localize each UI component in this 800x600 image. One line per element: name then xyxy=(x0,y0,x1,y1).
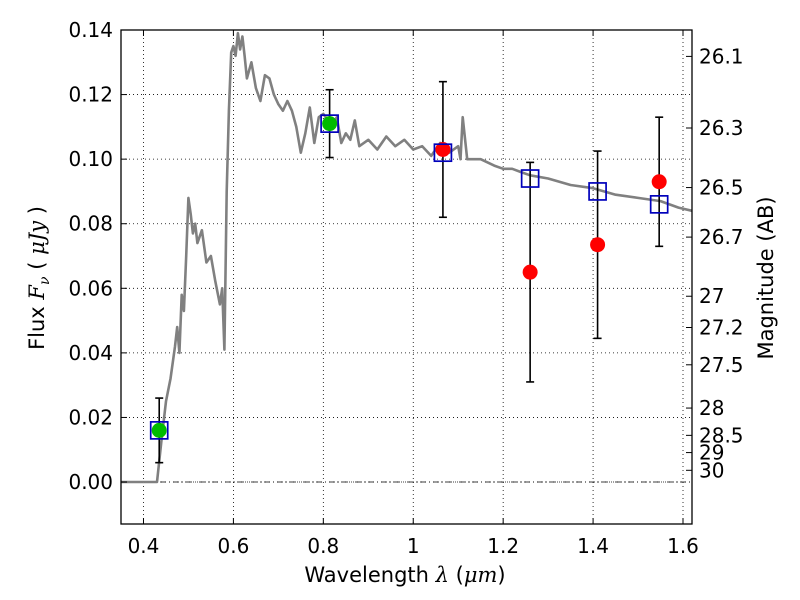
model-band-square xyxy=(149,421,169,440)
y-tick-label: 0.06 xyxy=(68,276,113,300)
model-spectrum xyxy=(121,31,693,484)
y-tick-labels: 0.00 0.02 0.04 0.06 0.08 0.10 0.12 0.14 xyxy=(68,18,113,494)
model-band-square xyxy=(588,182,607,201)
magnitude-tick-label: 27.5 xyxy=(699,353,744,377)
model-band-square xyxy=(320,114,339,133)
faint-point xyxy=(435,141,451,157)
y-tick-label: 0.08 xyxy=(68,212,113,236)
magnitude-tick-label: 27 xyxy=(699,284,724,308)
x-tick-label: 0.6 xyxy=(217,534,249,558)
observed-point xyxy=(151,422,167,438)
magnitude-tick-label: 30 xyxy=(699,458,724,482)
y-tick-label: 0.00 xyxy=(68,470,113,494)
y-tick-label: 0.14 xyxy=(68,18,113,42)
magnitude-tick-label: 27.2 xyxy=(699,315,744,339)
y-tick-label: 0.12 xyxy=(68,83,113,107)
magnitude-tick-label: 26.1 xyxy=(699,44,744,68)
x-axis-label: Wavelength λ (μm) xyxy=(304,563,505,587)
grid-lines xyxy=(121,29,692,524)
faint-point xyxy=(590,237,606,253)
x-tick-label: 0.8 xyxy=(307,534,339,558)
magnitude-tick-label: 28.5 xyxy=(699,423,744,447)
y2-axis-label: Magnitude (AB) xyxy=(754,196,778,359)
x-tick-label: 1.4 xyxy=(577,534,609,558)
x-tick-labels: 0.4 0.6 0.8 1 1.2 1.4 1.6 xyxy=(128,534,699,558)
magnitude-tick-label: 26.7 xyxy=(699,225,744,249)
faint-point xyxy=(522,264,538,280)
y-tick-label: 0.10 xyxy=(68,147,113,171)
model-band-square xyxy=(520,169,540,188)
x-tick-label: 0.4 xyxy=(128,534,160,558)
observed-point xyxy=(322,116,338,132)
y-tick-label: 0.04 xyxy=(68,341,113,365)
model-band-square xyxy=(649,195,669,214)
model-band-markers xyxy=(149,114,669,440)
plot-frame xyxy=(120,29,693,525)
error-bars xyxy=(155,80,664,464)
x-tick-label: 1.2 xyxy=(487,534,519,558)
magnitude-tick-label: 26.5 xyxy=(699,176,744,200)
model-band-square xyxy=(433,143,453,163)
data-points xyxy=(151,116,667,438)
faint-point xyxy=(651,174,667,190)
x-tick-label: 1 xyxy=(407,534,420,558)
y-axis-label: Flux Fν ( μJy ) xyxy=(25,206,53,350)
spectrum-line xyxy=(121,31,693,484)
magnitude-tick-label: 26.3 xyxy=(699,116,744,140)
magnitude-tick-label: 29 xyxy=(699,441,724,465)
y-tick-label: 0.02 xyxy=(68,405,113,429)
magnitude-tick-label: 28 xyxy=(699,396,724,420)
x-tick-label: 1.6 xyxy=(667,534,699,558)
axis-ticks xyxy=(121,29,692,524)
